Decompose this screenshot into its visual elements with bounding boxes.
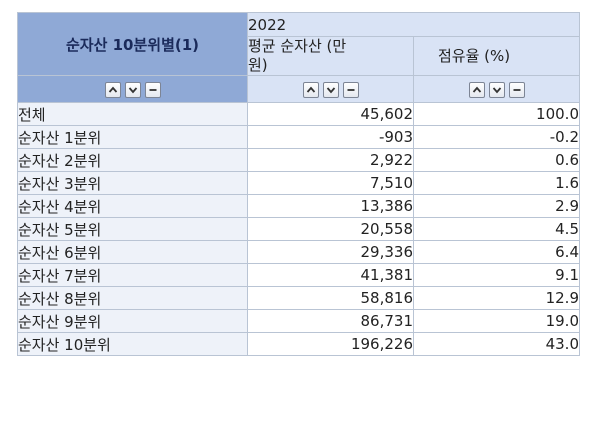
table-row: 순자산 6분위 29,336 6.4 (17, 240, 580, 264)
chevron-up-icon (472, 86, 481, 93)
avg-value: 29,336 (247, 240, 414, 264)
row-label: 순자산 9분위 (17, 309, 248, 333)
chevron-down-icon (128, 86, 137, 93)
avg-value: 13,386 (247, 194, 414, 218)
row-label: 순자산 7분위 (17, 263, 248, 287)
avg-value: 86,731 (247, 309, 414, 333)
row-label: 순자산 10분위 (17, 332, 248, 356)
avg-value: -903 (247, 125, 414, 149)
table-row: 전체 45,602 100.0 (17, 102, 580, 126)
avg-column-controls (247, 75, 414, 103)
chevron-down-icon (492, 86, 501, 93)
share-value: 100.0 (413, 102, 580, 126)
share-value: -0.2 (413, 125, 580, 149)
sort-descending-button[interactable] (124, 81, 141, 98)
row-label: 순자산 3분위 (17, 171, 248, 195)
share-value: 9.1 (413, 263, 580, 287)
avg-value: 20,558 (247, 217, 414, 241)
table-row: 순자산 4분위 13,386 2.9 (17, 194, 580, 218)
row-label: 순자산 6분위 (17, 240, 248, 264)
column-header-avg-line1: 평균 순자산 (만 (248, 37, 347, 55)
table-row: 순자산 1분위 -903 -0.2 (17, 125, 580, 149)
avg-value: 2,922 (247, 148, 414, 172)
minus-icon (513, 88, 520, 91)
avg-sort-ascending-button[interactable] (302, 81, 319, 98)
row-label: 전체 (17, 102, 248, 126)
avg-value: 196,226 (247, 332, 414, 356)
share-value: 12.9 (413, 286, 580, 310)
table-row: 순자산 10분위 196,226 43.0 (17, 332, 580, 356)
row-dimension-header: 순자산 10분위별(1) (17, 12, 248, 76)
share-value: 1.6 (413, 171, 580, 195)
collapse-button[interactable] (144, 81, 161, 98)
share-value: 6.4 (413, 240, 580, 264)
avg-value: 41,381 (247, 263, 414, 287)
year-header: 2022 (247, 12, 580, 37)
avg-collapse-button[interactable] (342, 81, 359, 98)
chevron-up-icon (108, 86, 117, 93)
share-column-controls (413, 75, 580, 103)
table-row: 순자산 7분위 41,381 9.1 (17, 263, 580, 287)
sort-ascending-button[interactable] (104, 81, 121, 98)
chevron-down-icon (326, 86, 335, 93)
avg-value: 45,602 (247, 102, 414, 126)
table-row: 순자산 8분위 58,816 12.9 (17, 286, 580, 310)
avg-sort-descending-button[interactable] (322, 81, 339, 98)
row-label: 순자산 5분위 (17, 217, 248, 241)
share-value: 43.0 (413, 332, 580, 356)
row-dimension-controls (17, 75, 248, 103)
row-label: 순자산 1분위 (17, 125, 248, 149)
column-header-avg-net-assets: 평균 순자산 (만 원) (247, 36, 414, 76)
minus-icon (149, 88, 156, 91)
table-row: 순자산 3분위 7,510 1.6 (17, 171, 580, 195)
chevron-up-icon (306, 86, 315, 93)
table-row: 순자산 2분위 2,922 0.6 (17, 148, 580, 172)
row-label: 순자산 8분위 (17, 286, 248, 310)
stat-table-frame: 순자산 10분위별(1) 2022 평균 순자산 (만 원) 점유율 (%) (17, 12, 581, 356)
share-value: 4.5 (413, 217, 580, 241)
minus-icon (347, 88, 354, 91)
table-row: 순자산 5분위 20,558 4.5 (17, 217, 580, 241)
share-collapse-button[interactable] (508, 81, 525, 98)
share-value: 0.6 (413, 148, 580, 172)
avg-value: 7,510 (247, 171, 414, 195)
stat-table: 순자산 10분위별(1) 2022 평균 순자산 (만 원) 점유율 (%) (17, 12, 580, 356)
share-value: 19.0 (413, 309, 580, 333)
share-sort-ascending-button[interactable] (468, 81, 485, 98)
share-sort-descending-button[interactable] (488, 81, 505, 98)
share-value: 2.9 (413, 194, 580, 218)
table-row: 순자산 9분위 86,731 19.0 (17, 309, 580, 333)
row-label: 순자산 4분위 (17, 194, 248, 218)
avg-value: 58,816 (247, 286, 414, 310)
column-header-share: 점유율 (%) (413, 36, 580, 76)
row-label: 순자산 2분위 (17, 148, 248, 172)
column-header-avg-line2: 원) (248, 56, 268, 74)
